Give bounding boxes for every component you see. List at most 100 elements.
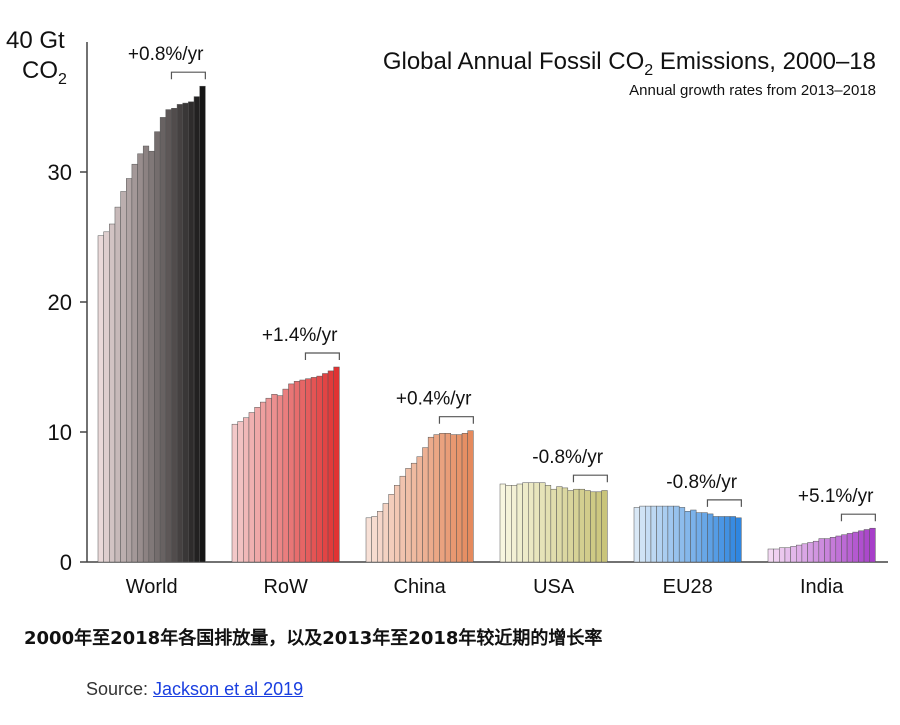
bar xyxy=(382,503,389,563)
chart-subtitle: Annual growth rates from 2013–2018 xyxy=(629,82,876,99)
growth-bracket xyxy=(840,513,876,522)
bar xyxy=(595,491,602,563)
bar xyxy=(835,535,842,563)
bar-group-world: World +0.8%/yr xyxy=(97,44,206,598)
bar xyxy=(645,505,652,563)
bar xyxy=(137,153,144,563)
bar xyxy=(807,542,814,563)
bar xyxy=(544,485,552,563)
bar xyxy=(182,102,189,563)
bar xyxy=(556,486,563,563)
bar xyxy=(159,117,167,563)
x-category-label: World xyxy=(126,576,178,598)
growth-bracket xyxy=(706,499,742,507)
bar xyxy=(176,104,184,563)
x-category-label: China xyxy=(394,576,447,598)
bar xyxy=(299,379,306,563)
bar xyxy=(254,407,261,563)
bar xyxy=(590,491,597,563)
x-category-label: EU28 xyxy=(663,576,713,598)
bar xyxy=(601,490,608,563)
bar xyxy=(97,235,104,563)
bar xyxy=(801,543,808,563)
growth-bracket xyxy=(170,71,206,80)
bar xyxy=(333,366,340,563)
growth-rate-label: +0.8%/yr xyxy=(128,44,204,65)
growth-rate-label: -0.8%/yr xyxy=(532,447,603,468)
bar xyxy=(260,401,267,563)
bar xyxy=(718,516,725,563)
y-tick-label: 20 xyxy=(48,290,72,315)
bar xyxy=(171,108,178,563)
bar xyxy=(511,485,518,563)
x-category-label: USA xyxy=(533,576,575,598)
bar xyxy=(322,373,329,563)
bar xyxy=(410,462,418,563)
bar xyxy=(231,423,238,563)
y-tick-label: 0 xyxy=(60,550,72,575)
bar xyxy=(327,370,334,563)
growth-bracket xyxy=(438,416,474,424)
bar xyxy=(388,494,395,563)
growth-rate-label: -0.8%/yr xyxy=(666,472,737,493)
bar xyxy=(567,490,574,563)
bar xyxy=(293,381,301,563)
bar xyxy=(812,540,820,563)
bar xyxy=(858,530,865,563)
bar xyxy=(165,109,172,563)
growth-rate-label: +0.4%/yr xyxy=(396,389,472,410)
bar xyxy=(456,434,463,563)
bar xyxy=(561,487,569,563)
bar xyxy=(863,529,870,563)
bar xyxy=(188,101,195,563)
bar xyxy=(550,488,557,563)
source-link[interactable]: Jackson et al 2019 xyxy=(153,679,304,699)
bar xyxy=(784,547,791,563)
bar xyxy=(377,511,384,563)
y-axis-unit-label: CO2 xyxy=(22,57,67,88)
bar xyxy=(422,447,429,563)
x-category-label: India xyxy=(800,576,844,598)
bar xyxy=(712,516,719,563)
bar xyxy=(103,231,110,563)
y-tick-label: 10 xyxy=(48,420,72,445)
bar xyxy=(271,394,278,563)
source-prefix: Source: xyxy=(86,679,154,699)
bar xyxy=(650,505,657,563)
bar xyxy=(427,436,435,563)
chart-title: Global Annual Fossil CO2 Emissions, 2000… xyxy=(383,48,876,79)
bar xyxy=(199,85,206,563)
bar-group-china: China +0.4%/yr xyxy=(365,389,474,598)
bar xyxy=(684,511,691,563)
bar-group-usa: USA -0.8%/yr xyxy=(499,447,608,598)
bar xyxy=(433,434,440,563)
bar-group-india: India +5.1%/yr xyxy=(767,486,876,598)
bar-groups: World +0.8%/yr RoW +1.4%/yr China +0.4%/yr USA… xyxy=(97,44,876,598)
bar xyxy=(243,417,250,563)
bar xyxy=(450,434,457,563)
bar xyxy=(701,512,708,563)
bar xyxy=(416,456,423,563)
bar xyxy=(399,475,406,563)
bar xyxy=(265,397,272,563)
x-category-label: RoW xyxy=(263,576,308,598)
bar xyxy=(695,512,703,563)
bar xyxy=(444,433,452,563)
y-axis-top-label: 40 Gt xyxy=(6,27,65,54)
bar xyxy=(729,516,736,563)
bar xyxy=(779,547,786,563)
bar xyxy=(735,517,742,563)
bar xyxy=(142,145,150,563)
bar xyxy=(371,516,378,563)
bar xyxy=(578,488,585,563)
bar xyxy=(656,505,663,563)
bar xyxy=(248,412,255,563)
bar xyxy=(467,430,474,563)
bar xyxy=(690,509,697,563)
bar xyxy=(533,482,540,563)
bar xyxy=(724,516,731,563)
bar xyxy=(505,485,512,563)
bar xyxy=(796,544,803,563)
bar xyxy=(193,96,200,563)
bar xyxy=(365,517,372,563)
